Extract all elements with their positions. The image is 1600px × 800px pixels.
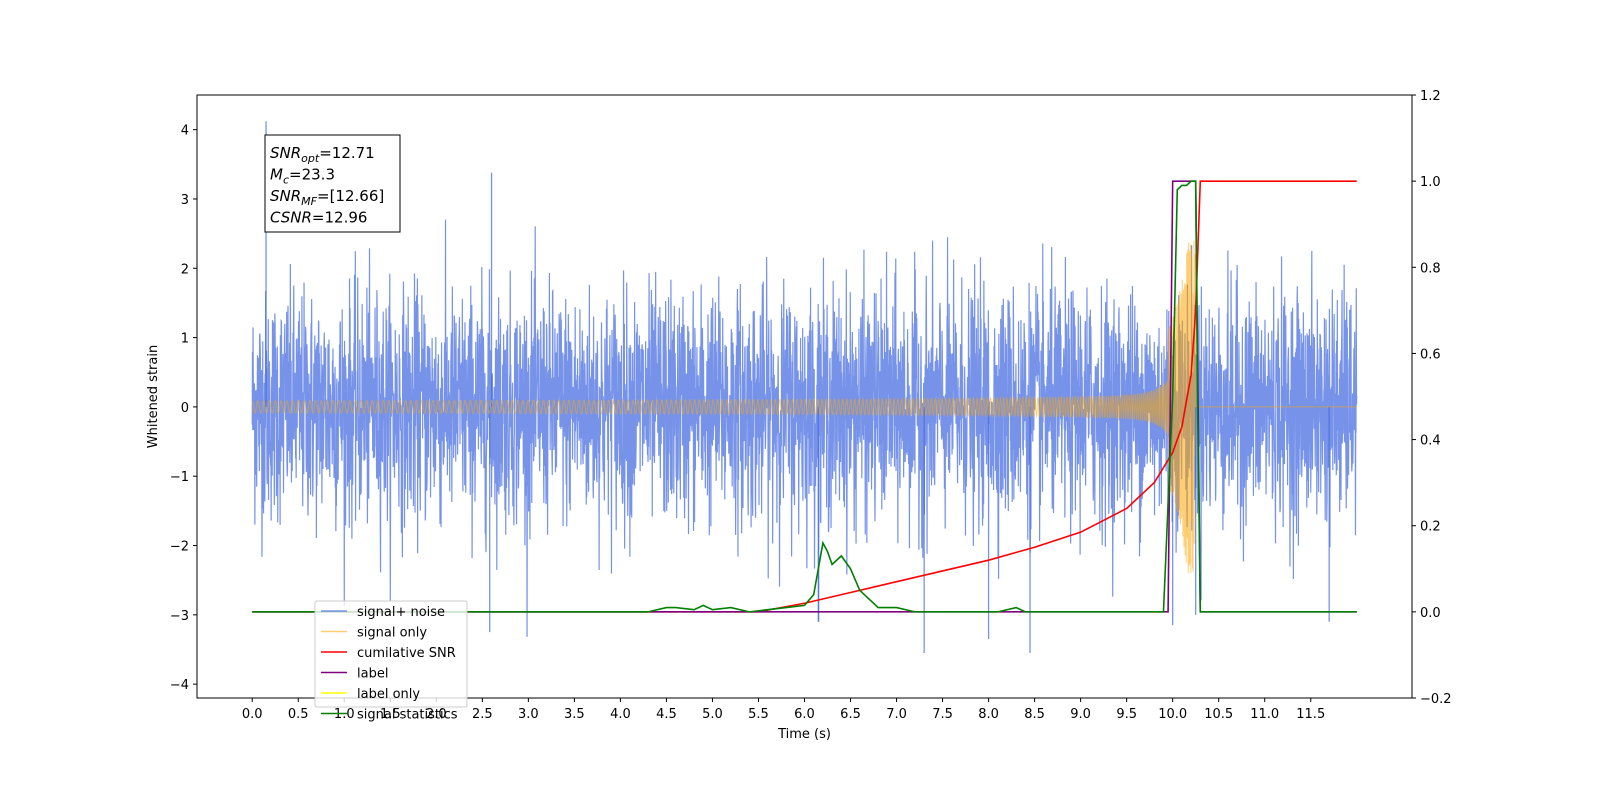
y-tick-label: 0 <box>181 401 189 416</box>
x-tick-label: 11.5 <box>1296 707 1325 722</box>
legend-label: signal+ noise <box>357 605 445 620</box>
x-tick-label: 9.0 <box>1070 707 1091 722</box>
y-tick-label: −4 <box>170 678 189 693</box>
annotation-box: SNRopt=12.71Mc=23.3SNRMF=[12.66]CSNR=12.… <box>264 134 401 233</box>
annotation-value: =[12.66] <box>317 187 384 205</box>
legend-label: cumilative SNR <box>357 646 456 661</box>
y2-tick-label: 0.0 <box>1420 606 1441 621</box>
series-line <box>252 180 1357 613</box>
axis-ticks: 0.0 0.5 1.0 1.5 2.0 2.5 3.0 3.5 4.0 4.5 5.0 5.5 6.0 6… <box>170 89 1452 722</box>
series-line <box>252 180 1357 613</box>
x-tick-label: 7.0 <box>886 707 907 722</box>
x-tick-label: 3.0 <box>518 707 539 722</box>
x-tick-label: 2.0 <box>426 707 447 722</box>
y2-tick-label: 0.6 <box>1420 347 1441 362</box>
x-tick-label: 7.5 <box>932 707 953 722</box>
legend-label: label only <box>357 687 420 702</box>
x-tick-label: 6.0 <box>794 707 815 722</box>
x-tick-label: 1.0 <box>334 707 355 722</box>
annotation-subscript: c <box>283 174 289 187</box>
x-tick-label: 5.5 <box>748 707 769 722</box>
y-tick-label: −2 <box>170 540 189 555</box>
x-tick-label: 1.5 <box>380 707 401 722</box>
annotation-value: =23.3 <box>289 166 335 184</box>
y-tick-label: 1 <box>181 332 189 347</box>
x-tick-label: 8.0 <box>978 707 999 722</box>
x-tick-label: 10.5 <box>1204 707 1233 722</box>
annotation-line: CSNR=12.96 <box>270 209 367 227</box>
annotation-line: Mc=23.3 <box>270 166 335 187</box>
y-tick-label: −3 <box>170 609 189 624</box>
x-tick-label: 10.0 <box>1158 707 1187 722</box>
annotation-symbol: SNR <box>270 187 301 205</box>
annotation-frame <box>264 134 401 233</box>
y2-tick-label: −0.2 <box>1420 692 1452 707</box>
legend-label: signal only <box>357 626 427 641</box>
legend: signal+ noise signal only cumilative SNR la… <box>314 600 468 723</box>
y-tick-label: 2 <box>181 262 189 277</box>
annotation-line: SNRMF=[12.66] <box>270 187 384 208</box>
x-tick-label: 11.0 <box>1250 707 1279 722</box>
x-tick-label: 9.5 <box>1116 707 1137 722</box>
x-tick-label: 0.0 <box>242 707 263 722</box>
annotation-value: =12.96 <box>312 209 368 227</box>
y-axis-label: Whitened strain <box>146 345 161 448</box>
x-tick-label: 8.5 <box>1024 707 1045 722</box>
annotation-symbol: M <box>270 166 283 184</box>
y2-tick-label: 1.2 <box>1420 89 1441 104</box>
x-tick-label: 3.5 <box>564 707 585 722</box>
y2-tick-label: 0.2 <box>1420 520 1441 535</box>
y2-tick-label: 0.8 <box>1420 261 1441 276</box>
annotation-symbol: CSNR <box>270 209 312 227</box>
x-tick-label: 4.0 <box>610 707 631 722</box>
x-tick-label: 6.5 <box>840 707 861 722</box>
plot-area <box>251 121 1358 653</box>
y2-tick-label: 0.4 <box>1420 434 1441 449</box>
x-tick-label: 4.5 <box>656 707 677 722</box>
y-tick-label: 3 <box>181 193 189 208</box>
y-tick-label: 4 <box>181 124 189 139</box>
x-tick-label: 2.5 <box>472 707 493 722</box>
annotation-value: =12.71 <box>319 144 375 162</box>
x-tick-label: 5.0 <box>702 707 723 722</box>
annotation-line: SNRopt=12.71 <box>270 144 375 165</box>
annotation-subscript: opt <box>301 152 320 165</box>
y-tick-label: −1 <box>170 470 189 485</box>
x-axis-label: Time (s) <box>777 727 831 742</box>
legend-frame <box>314 600 468 708</box>
annotation-subscript: MF <box>301 195 317 208</box>
legend-label: signal statistics <box>357 708 458 723</box>
x-tick-label: 0.5 <box>288 707 309 722</box>
legend-label: label <box>357 667 388 682</box>
annotation-symbol: SNR <box>270 144 301 162</box>
y2-tick-label: 1.0 <box>1420 175 1441 190</box>
